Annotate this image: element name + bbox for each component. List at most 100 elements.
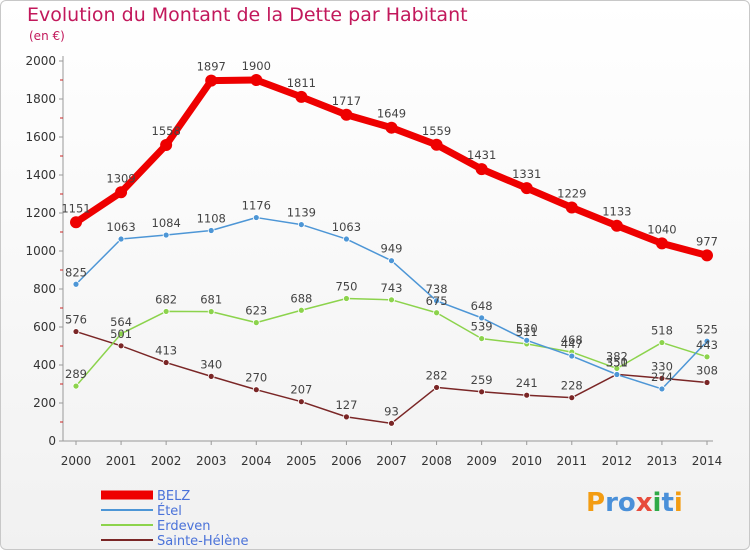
logo-letter: t	[661, 488, 674, 518]
data-label: 1900	[242, 59, 271, 73]
data-label: 1133	[602, 205, 631, 219]
x-tick-label: 2009	[466, 454, 497, 468]
data-label: 1176	[242, 199, 271, 213]
data-point	[658, 339, 666, 346]
data-point	[205, 74, 218, 87]
data-label: 1084	[152, 216, 181, 230]
y-tick-label: 200	[33, 396, 56, 410]
data-label: 750	[335, 280, 357, 294]
data-label: 525	[696, 322, 718, 336]
data-point	[658, 385, 666, 393]
data-point	[295, 90, 308, 103]
data-point	[568, 394, 576, 402]
data-label: 1558	[152, 124, 181, 138]
data-point	[117, 330, 125, 338]
data-point	[343, 413, 350, 421]
data-point	[72, 280, 80, 288]
data-label: 289	[65, 367, 87, 381]
data-label: 228	[561, 379, 583, 393]
data-label: 576	[65, 313, 87, 327]
data-label: 351	[606, 355, 628, 369]
data-point	[565, 201, 578, 214]
data-label: 1559	[422, 124, 451, 138]
data-point	[115, 186, 128, 199]
data-label: 501	[110, 327, 132, 341]
data-point	[523, 391, 531, 399]
data-point	[433, 309, 440, 317]
x-tick-label: 2001	[106, 454, 137, 468]
data-point	[343, 235, 350, 243]
data-point	[162, 308, 170, 315]
data-label: 825	[65, 265, 87, 279]
x-tick-label: 2012	[602, 454, 633, 468]
data-label: 675	[426, 294, 448, 308]
legend-label: Erdeven	[157, 519, 211, 534]
data-point	[655, 237, 668, 250]
data-label: 1063	[106, 220, 135, 234]
data-point	[703, 379, 711, 386]
data-label: 340	[200, 357, 222, 371]
data-point	[613, 371, 621, 378]
data-label: 330	[651, 359, 673, 373]
data-label: 382	[606, 349, 628, 363]
data-label: 274	[651, 370, 673, 384]
data-point	[117, 235, 125, 243]
data-label: 1309	[106, 171, 135, 185]
data-point	[297, 306, 305, 314]
x-tick-label: 2014	[692, 454, 723, 468]
data-point	[252, 214, 260, 221]
data-label: 518	[651, 324, 673, 338]
logo-letter: P	[586, 488, 606, 518]
data-point	[162, 359, 170, 366]
data-label: 539	[471, 320, 493, 334]
data-point	[252, 386, 260, 394]
data-point	[207, 372, 215, 380]
logo-letter: i	[673, 488, 683, 518]
data-label: 688	[290, 291, 312, 305]
data-point	[520, 182, 533, 195]
data-point	[252, 319, 260, 327]
x-tick-label: 2005	[286, 454, 317, 468]
data-point	[701, 249, 713, 262]
x-tick-label: 2006	[331, 454, 362, 468]
data-point	[297, 398, 305, 406]
data-label: 511	[516, 325, 538, 339]
y-tick-label: 600	[33, 320, 56, 334]
data-label: 1431	[467, 148, 496, 162]
x-tick-label: 2003	[196, 454, 227, 468]
data-label: 93	[384, 404, 399, 418]
y-tick-label: 1400	[25, 168, 56, 182]
logo-letter: i	[652, 488, 662, 518]
logo-letter: o	[617, 488, 636, 518]
data-point	[523, 336, 531, 344]
data-label: 623	[245, 304, 267, 318]
data-point	[162, 231, 170, 239]
x-tick-label: 2004	[241, 454, 272, 468]
data-label: 270	[245, 371, 267, 385]
data-label: 1040	[647, 222, 676, 236]
data-label: 1063	[332, 220, 361, 234]
y-tick-label: 1000	[25, 244, 56, 258]
data-label: 468	[561, 333, 583, 347]
data-label: 282	[426, 368, 448, 382]
x-tick-label: 2013	[647, 454, 678, 468]
data-label: 1811	[287, 76, 316, 90]
y-tick-label: 0	[48, 434, 56, 448]
y-tick-label: 1200	[25, 206, 56, 220]
data-point	[568, 352, 576, 360]
data-point	[250, 74, 263, 86]
logo-letter: x	[635, 488, 653, 518]
proxiti-logo: Proxiti	[586, 488, 683, 518]
data-point	[388, 419, 395, 427]
x-tick-label: 2000	[61, 454, 92, 468]
data-point	[478, 335, 486, 342]
data-point	[475, 163, 488, 176]
data-label: 207	[290, 383, 312, 397]
data-label: 350	[606, 356, 628, 370]
data-label: 530	[516, 321, 538, 335]
data-label: 1717	[332, 94, 361, 108]
y-tick-label: 800	[33, 282, 56, 296]
data-label: 1331	[512, 167, 541, 181]
data-label: 682	[155, 292, 177, 306]
